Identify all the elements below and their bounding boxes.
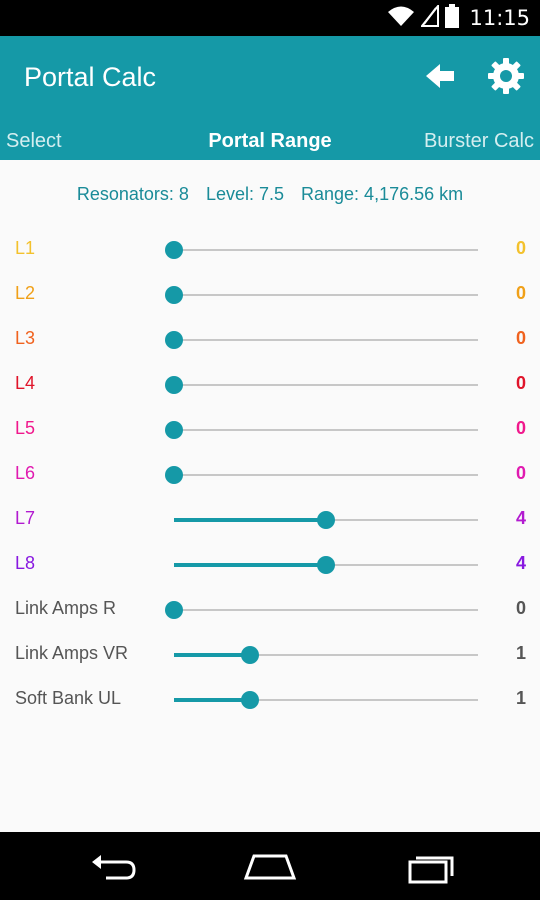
slider-value: 1 — [515, 688, 526, 708]
slider-row: L2 0 — [0, 275, 540, 315]
slider-thumb[interactable] — [165, 241, 183, 259]
slider-track[interactable] — [174, 691, 478, 709]
slider-value: 4 — [515, 508, 526, 528]
slider-label: L3 — [15, 328, 36, 348]
slider-value: 0 — [515, 598, 526, 618]
slider-row: L4 0 — [0, 365, 540, 405]
slider-thumb[interactable] — [317, 556, 335, 574]
slider-label: L4 — [15, 373, 36, 393]
slider-track[interactable] — [174, 556, 478, 574]
slider-thumb[interactable] — [241, 646, 259, 664]
tab-portal-range[interactable]: Portal Range — [208, 130, 332, 152]
slider-fill — [174, 698, 250, 702]
slider-thumb[interactable] — [317, 511, 335, 529]
slider-track[interactable] — [165, 601, 478, 619]
status-icons: 11:15 — [387, 2, 530, 33]
slider-row: Soft Bank UL 1 — [0, 680, 540, 720]
navigation-bar — [0, 832, 540, 900]
portal-level: Level: 7.5 — [205, 184, 284, 204]
back-arrow-icon[interactable] — [420, 56, 460, 96]
slider-thumb[interactable] — [165, 466, 183, 484]
slider-value: 0 — [515, 238, 526, 258]
slider-value: 0 — [515, 463, 526, 483]
slider-value: 0 — [515, 418, 526, 438]
slider-label: L5 — [15, 418, 36, 438]
slider-row: Link Amps VR 1 — [0, 635, 540, 675]
battery-icon — [445, 3, 460, 33]
slider-thumb[interactable] — [165, 601, 183, 619]
home-nav-icon[interactable] — [240, 848, 300, 888]
app-title: Portal Calc — [24, 62, 157, 92]
slider-track[interactable] — [165, 331, 478, 349]
slider-row: L3 0 — [0, 320, 540, 360]
back-nav-icon[interactable] — [84, 848, 144, 888]
slider-track[interactable] — [165, 286, 478, 304]
tab-strip: Select Portal Range Burster Calc — [0, 124, 540, 160]
slider-row: Link Amps R 0 — [0, 590, 540, 630]
slider-track[interactable] — [174, 646, 478, 664]
slider-label: Soft Bank UL — [15, 688, 122, 708]
wifi-icon — [387, 5, 415, 32]
slider-row: L7 4 — [0, 500, 540, 540]
tab-burster-calc[interactable]: Burster Calc — [423, 130, 534, 152]
slider-row: L1 0 — [0, 230, 540, 270]
slider-track[interactable] — [174, 511, 478, 529]
gear-icon[interactable] — [486, 56, 526, 96]
slider-thumb[interactable] — [165, 331, 183, 349]
tab-select[interactable]: Select — [6, 130, 62, 152]
range-summary: Resonators: 8 Level: 7.5 Range: 4,176.56… — [0, 184, 540, 205]
slider-track[interactable] — [165, 376, 478, 394]
slider-thumb[interactable] — [241, 691, 259, 709]
portal-range: Range: 4,176.56 km — [301, 184, 464, 204]
slider-row: L8 4 — [0, 545, 540, 585]
slider-label: L7 — [15, 508, 36, 528]
slider-row: L6 0 — [0, 455, 540, 495]
slider-track[interactable] — [165, 466, 478, 484]
slider-row: L5 0 — [0, 410, 540, 450]
slider-fill — [174, 653, 250, 657]
slider-label: L2 — [15, 283, 36, 303]
slider-value: 0 — [515, 283, 526, 303]
slider-value: 0 — [515, 328, 526, 348]
slider-thumb[interactable] — [165, 421, 183, 439]
slider-value: 1 — [515, 643, 526, 663]
clock: 11:15 — [469, 6, 530, 30]
slider-value: 0 — [515, 373, 526, 393]
portal-range-panel: Resonators: 8 Level: 7.5 Range: 4,176.56… — [0, 160, 540, 832]
slider-track[interactable] — [165, 241, 478, 259]
slider-value: 4 — [515, 553, 526, 573]
slider-fill — [174, 518, 326, 522]
slider-fill — [174, 563, 326, 567]
resonators-count: Resonators: 8 — [76, 184, 189, 204]
slider-label: Link Amps R — [15, 598, 117, 618]
slider-track[interactable] — [165, 421, 478, 439]
recents-nav-icon[interactable] — [400, 848, 460, 888]
slider-label: L8 — [15, 553, 36, 573]
slider-thumb[interactable] — [165, 286, 183, 304]
signal-icon — [420, 2, 440, 32]
status-bar: 11:15 — [0, 0, 540, 36]
slider-label: Link Amps VR — [15, 643, 129, 663]
slider-label: L1 — [15, 238, 36, 258]
slider-label: L6 — [15, 463, 36, 483]
slider-thumb[interactable] — [165, 376, 183, 394]
app-bar: Portal Calc Select Portal Range Burster … — [0, 36, 540, 160]
